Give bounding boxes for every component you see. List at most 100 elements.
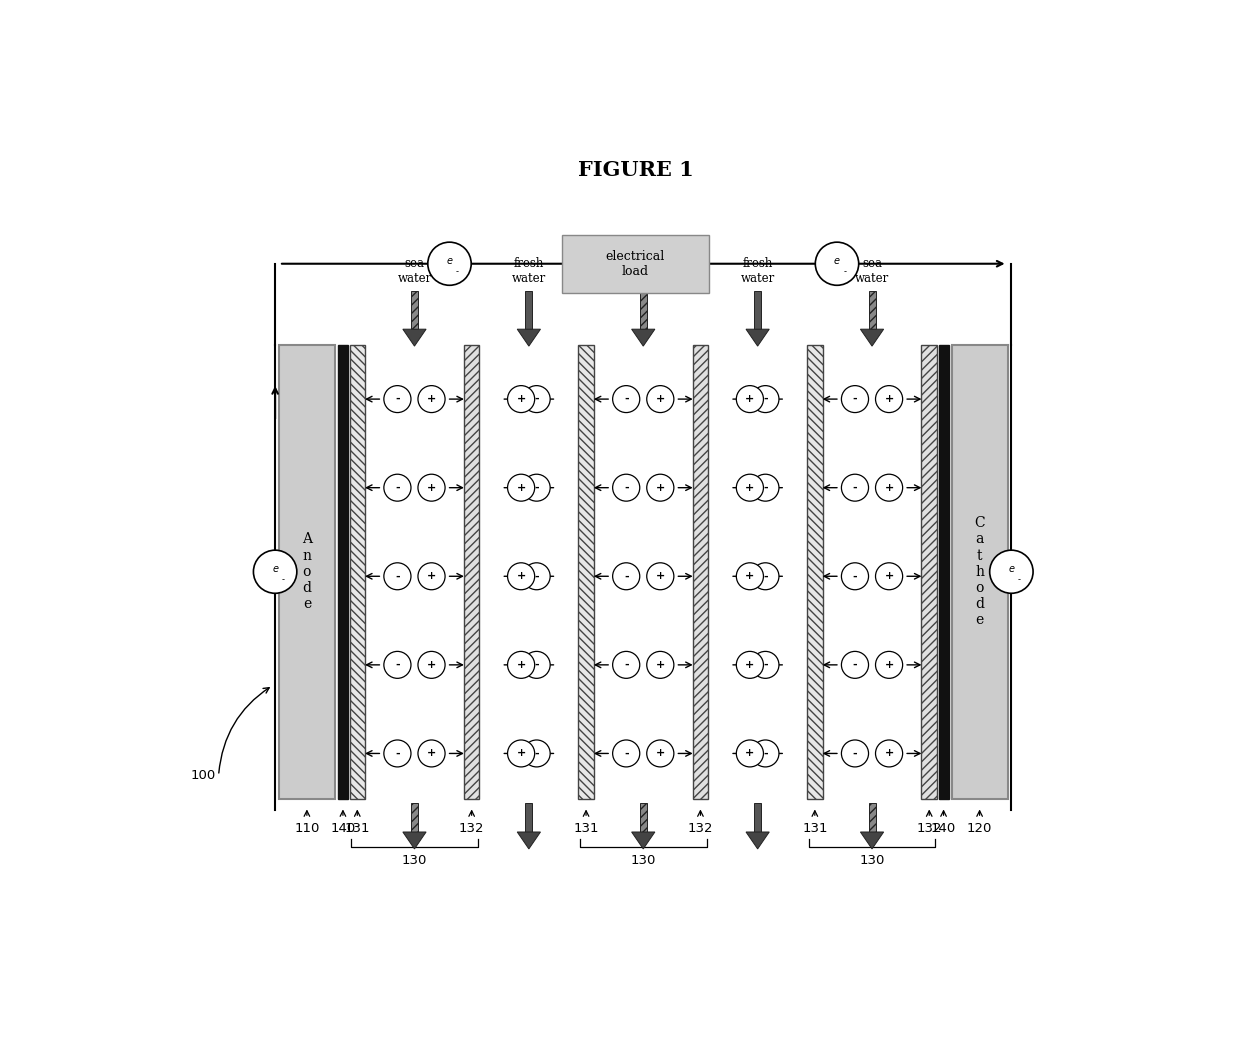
Circle shape (842, 740, 868, 767)
Text: +: + (884, 483, 894, 493)
Text: +: + (427, 394, 436, 405)
Text: +: + (884, 571, 894, 581)
Text: +: + (884, 660, 894, 670)
Text: +: + (745, 660, 754, 670)
Bar (562, 235, 709, 293)
Circle shape (523, 386, 551, 412)
Text: -: - (624, 749, 629, 758)
Text: +: + (427, 749, 436, 758)
Text: +: + (884, 394, 894, 405)
Text: -: - (763, 749, 768, 758)
Text: -: - (853, 749, 857, 758)
Circle shape (875, 740, 903, 767)
Polygon shape (861, 329, 884, 346)
Text: 110: 110 (294, 822, 320, 835)
Text: +: + (745, 483, 754, 493)
Text: -: - (763, 483, 768, 493)
Polygon shape (403, 832, 427, 849)
Circle shape (751, 563, 779, 589)
Circle shape (384, 740, 410, 767)
Text: -: - (396, 394, 399, 405)
Bar (337, 344, 348, 799)
Text: 131: 131 (345, 822, 370, 835)
Bar (952, 344, 1007, 799)
Text: -: - (763, 571, 768, 581)
Text: -: - (534, 571, 539, 581)
Text: 140: 140 (330, 822, 356, 835)
Circle shape (737, 651, 764, 679)
Circle shape (507, 386, 534, 412)
Text: +: + (745, 394, 754, 405)
Bar (868, 291, 875, 329)
Bar (693, 344, 708, 799)
Text: -: - (843, 267, 846, 276)
Circle shape (842, 563, 868, 589)
Bar (578, 344, 594, 799)
Text: +: + (656, 749, 665, 758)
Text: 130: 130 (402, 854, 427, 868)
Bar (410, 803, 418, 832)
Text: +: + (656, 483, 665, 493)
Text: sea
water: sea water (397, 257, 432, 286)
Circle shape (875, 386, 903, 412)
Text: -: - (624, 394, 629, 405)
Text: 130: 130 (859, 854, 884, 868)
Text: -: - (1018, 575, 1021, 584)
Circle shape (523, 740, 551, 767)
Text: -: - (624, 483, 629, 493)
Text: 130: 130 (631, 854, 656, 868)
Text: +: + (517, 571, 526, 581)
Text: FIGURE 1: FIGURE 1 (578, 159, 693, 179)
Text: -: - (763, 660, 768, 670)
Polygon shape (746, 329, 769, 346)
Text: +: + (517, 483, 526, 493)
Bar (754, 803, 761, 832)
Circle shape (751, 475, 779, 501)
Circle shape (418, 563, 445, 589)
Text: +: + (884, 749, 894, 758)
Text: sea
water: sea water (626, 257, 661, 286)
Text: +: + (427, 483, 436, 493)
Circle shape (613, 740, 640, 767)
Circle shape (428, 242, 471, 286)
Circle shape (613, 563, 640, 589)
Circle shape (875, 475, 903, 501)
Text: -: - (534, 483, 539, 493)
Circle shape (384, 651, 410, 679)
Circle shape (842, 475, 868, 501)
Bar (464, 344, 480, 799)
Circle shape (816, 242, 858, 286)
Circle shape (613, 386, 640, 412)
Text: A
n
o
d
e: A n o d e (301, 532, 312, 611)
Text: +: + (745, 749, 754, 758)
Circle shape (418, 740, 445, 767)
Text: e: e (835, 256, 839, 266)
Polygon shape (631, 329, 655, 346)
Text: +: + (517, 394, 526, 405)
Text: +: + (517, 660, 526, 670)
Circle shape (523, 563, 551, 589)
Text: -: - (624, 571, 629, 581)
Text: 100: 100 (191, 769, 216, 783)
Circle shape (613, 651, 640, 679)
Text: +: + (745, 571, 754, 581)
Text: +: + (656, 660, 665, 670)
Text: -: - (396, 571, 399, 581)
Circle shape (418, 475, 445, 501)
Text: 131: 131 (573, 822, 599, 835)
Bar (410, 291, 418, 329)
Text: -: - (396, 483, 399, 493)
Circle shape (523, 651, 551, 679)
Bar (921, 344, 937, 799)
Polygon shape (861, 832, 884, 849)
Circle shape (418, 386, 445, 412)
Circle shape (507, 740, 534, 767)
Text: +: + (427, 660, 436, 670)
Text: e: e (1008, 564, 1014, 573)
Circle shape (875, 563, 903, 589)
Text: +: + (656, 571, 665, 581)
Text: 132: 132 (688, 822, 713, 835)
Text: +: + (517, 749, 526, 758)
Circle shape (751, 386, 779, 412)
Circle shape (875, 651, 903, 679)
